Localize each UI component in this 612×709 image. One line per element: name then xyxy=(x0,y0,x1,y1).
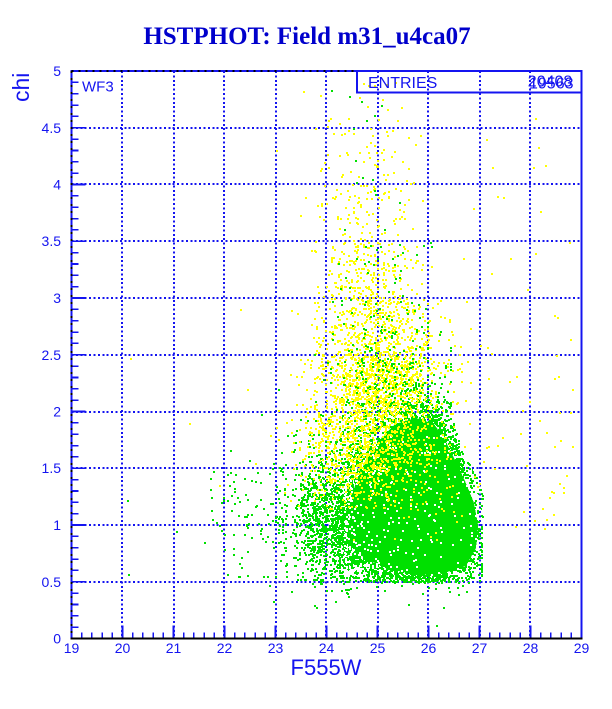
svg-text:F555W: F555W xyxy=(291,655,362,680)
svg-text:29: 29 xyxy=(574,640,590,656)
svg-text:28: 28 xyxy=(523,640,539,656)
svg-text:19: 19 xyxy=(64,640,80,656)
svg-text:HSTPHOT: Field m31_u4ca07: HSTPHOT: Field m31_u4ca07 xyxy=(143,23,470,50)
svg-text:3: 3 xyxy=(53,290,61,306)
svg-text:20: 20 xyxy=(115,640,131,656)
svg-text:3.5: 3.5 xyxy=(42,233,62,249)
svg-text:0.5: 0.5 xyxy=(42,574,62,590)
svg-text:WF3: WF3 xyxy=(82,79,114,96)
svg-text:24: 24 xyxy=(319,640,335,656)
svg-text:23: 23 xyxy=(268,640,284,656)
svg-text:21: 21 xyxy=(166,640,182,656)
svg-text:1.5: 1.5 xyxy=(42,460,62,476)
svg-text:0: 0 xyxy=(53,631,61,647)
svg-text:1: 1 xyxy=(53,517,61,533)
svg-text:19563: 19563 xyxy=(529,75,574,92)
svg-text:chi: chi xyxy=(8,73,34,102)
svg-text:5: 5 xyxy=(53,63,61,79)
svg-text:22: 22 xyxy=(217,640,233,656)
svg-text:26: 26 xyxy=(421,640,437,656)
svg-text:25: 25 xyxy=(370,640,386,656)
svg-text:ENTRIES: ENTRIES xyxy=(368,75,437,92)
svg-text:2: 2 xyxy=(53,404,61,420)
svg-text:4.5: 4.5 xyxy=(42,120,62,136)
svg-text:27: 27 xyxy=(472,640,488,656)
svg-text:20408: 20408 xyxy=(528,74,573,91)
svg-text:2.5: 2.5 xyxy=(42,347,62,363)
svg-text:4: 4 xyxy=(53,177,61,193)
